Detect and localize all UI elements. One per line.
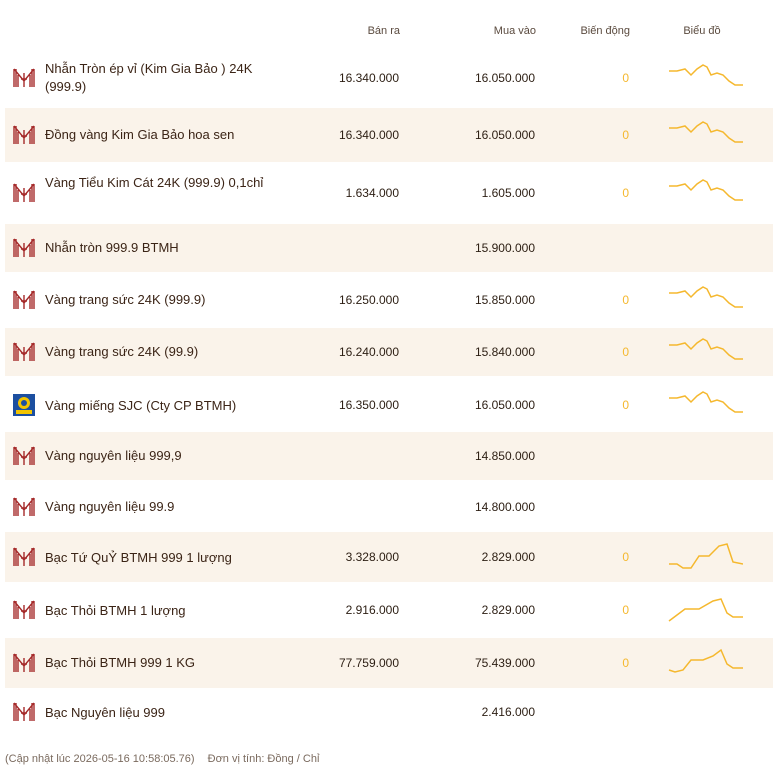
table-row[interactable]: Vàng trang sức 24K (99.9) 16.240.000 15.84…	[5, 328, 773, 376]
buy-price: 15.850.000	[474, 293, 535, 307]
table-row[interactable]: Nhẫn tròn 999.9 BTMH 15.900.000	[5, 224, 773, 272]
product-name: Vàng miếng SJC (Cty CP BTMH)	[45, 398, 237, 413]
sparkline-path	[669, 179, 743, 201]
btmh-logo-icon	[13, 124, 35, 146]
btmh-logo-icon	[13, 182, 35, 204]
sjc-logo-icon	[13, 394, 35, 416]
sparkline-path	[669, 121, 743, 143]
table-row[interactable]: Bạc Thỏi BTMH 1 lượng 2.916.000 2.829.000 0	[5, 584, 773, 636]
product-name: Nhẫn Tròn ép vỉ (Kim Gia Bảo ) 24K (999.…	[45, 61, 253, 94]
btmh-logo-icon	[13, 445, 35, 467]
btmh-logo-icon	[13, 289, 35, 311]
sparkline-path	[669, 543, 743, 569]
btmh-logo-icon	[13, 341, 35, 363]
btmh-logo-icon	[13, 701, 35, 723]
buy-price: 75.439.000	[474, 656, 535, 670]
header-chart: Biểu đồ	[683, 25, 721, 37]
price-change: 0	[622, 656, 629, 670]
trend-sparkline	[668, 648, 743, 673]
product-name: Vàng trang sức 24K (99.9)	[45, 344, 199, 359]
trend-sparkline	[669, 286, 743, 308]
product-name: Bạc Nguyên liệu 999	[45, 705, 165, 720]
product-name: Nhẫn tròn 999.9 BTMH	[45, 240, 179, 255]
table-row[interactable]: Vàng nguyên liệu 99.9 14.800.000	[5, 484, 773, 530]
buy-price: 2.829.000	[481, 603, 535, 617]
buy-price: 16.050.000	[474, 398, 535, 412]
updated-timestamp: (Cập nhật lúc 2026-05-16 10:58:05.76)	[5, 753, 195, 765]
buy-price: 14.800.000	[474, 500, 535, 514]
table-row[interactable]: Bạc Nguyên liệu 999 2.416.000	[5, 690, 773, 734]
price-change: 0	[622, 186, 629, 200]
trend-sparkline	[669, 121, 743, 143]
table-row[interactable]: Nhẫn Tròn ép vỉ (Kim Gia Bảo ) 24K (999.…	[5, 52, 773, 104]
table-row[interactable]: Vàng Tiểu Kim Cát 24K (999.9) 0,1chỉ 1.63…	[5, 166, 773, 220]
trend-sparkline	[669, 338, 743, 360]
price-change: 0	[622, 345, 629, 359]
header-change: Biến động	[580, 25, 630, 37]
buy-price: 1.605.000	[481, 186, 535, 200]
product-name: Vàng Tiểu Kim Cát 24K (999.9) 0,1chỉ	[45, 175, 264, 190]
sell-price: 1.634.000	[345, 186, 399, 200]
sell-price: 16.250.000	[338, 293, 399, 307]
table-row[interactable]: Vàng miếng SJC (Cty CP BTMH) 16.350.000 16…	[5, 380, 773, 430]
btmh-logo-icon	[13, 546, 35, 568]
sell-price: 77.759.000	[338, 656, 399, 670]
sell-price: 3.328.000	[345, 550, 399, 564]
buy-price: 16.050.000	[474, 128, 535, 142]
trend-sparkline	[669, 391, 743, 413]
sparkline-path	[669, 64, 743, 86]
price-change: 0	[622, 71, 629, 85]
sparkline-path	[668, 598, 743, 622]
table-row[interactable]: Vàng trang sức 24K (999.9) 16.250.000 15.8…	[5, 276, 773, 324]
buy-price: 15.840.000	[474, 345, 535, 359]
header-sell: Bán ra	[367, 25, 400, 37]
sparkline-path	[669, 391, 743, 413]
btmh-logo-icon	[13, 67, 35, 89]
price-change: 0	[622, 128, 629, 142]
table-row[interactable]: Bạc Tứ QuỶ BTMH 999 1 lượng 3.328.000 2.82…	[5, 532, 773, 582]
sell-price: 16.340.000	[338, 128, 399, 142]
trend-sparkline	[669, 179, 743, 201]
unit-label: Đơn vị tính: Đồng / Chỉ	[207, 753, 320, 765]
product-name: Vàng trang sức 24K (999.9)	[45, 292, 206, 307]
product-name: Đồng vàng Kim Gia Bảo hoa sen	[45, 127, 235, 142]
sell-price: 16.240.000	[338, 345, 399, 359]
buy-price: 15.900.000	[474, 241, 535, 255]
trend-sparkline	[669, 543, 743, 569]
header-buy: Mua vào	[493, 25, 536, 37]
price-change: 0	[622, 603, 629, 617]
btmh-logo-icon	[13, 237, 35, 259]
product-name: Bạc Thỏi BTMH 999 1 KG	[45, 655, 196, 670]
sparkline-path	[668, 648, 743, 673]
buy-price: 2.416.000	[481, 705, 535, 719]
table-header: Bán ra Mua vào Biến động Biểu đồ	[0, 0, 776, 50]
price-change: 0	[622, 398, 629, 412]
product-name: Vàng nguyên liệu 999,9	[45, 448, 182, 463]
buy-price: 2.829.000	[481, 550, 535, 564]
sell-price: 16.340.000	[338, 71, 399, 85]
sell-price: 2.916.000	[345, 603, 399, 617]
table-row[interactable]: Đồng vàng Kim Gia Bảo hoa sen 16.340.000 1…	[5, 108, 773, 162]
table-row[interactable]: Vàng nguyên liệu 999,9 14.850.000	[5, 432, 773, 480]
table-row[interactable]: Bạc Thỏi BTMH 999 1 KG 77.759.000 75.439.0…	[5, 638, 773, 688]
price-change: 0	[622, 550, 629, 564]
sparkline-path	[669, 286, 743, 308]
btmh-logo-icon	[13, 496, 35, 518]
btmh-logo-icon	[13, 652, 35, 674]
trend-sparkline	[668, 598, 743, 622]
sparkline-path	[669, 338, 743, 360]
sell-price: 16.350.000	[338, 398, 399, 412]
price-change: 0	[622, 293, 629, 307]
btmh-logo-icon	[13, 599, 35, 621]
buy-price: 16.050.000	[474, 71, 535, 85]
product-name: Vàng nguyên liệu 99.9	[45, 499, 175, 514]
product-name: Bạc Thỏi BTMH 1 lượng	[45, 603, 186, 618]
table-footer: (Cập nhật lúc 2026-05-16 10:58:05.76) Đơ…	[5, 753, 329, 765]
product-name: Bạc Tứ QuỶ BTMH 999 1 lượng	[45, 550, 232, 565]
trend-sparkline	[669, 64, 743, 86]
buy-price: 14.850.000	[474, 449, 535, 463]
